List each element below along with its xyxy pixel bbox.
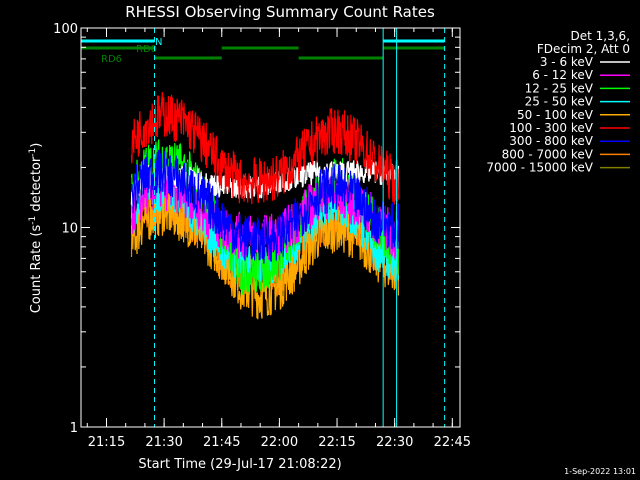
x-axis-label: Start Time (29-Jul-17 21:08:22) [138, 457, 341, 472]
series-line-5 [130, 92, 399, 205]
axis-ticks: 1 10 100 21:15 21:30 21:45 22:00 22:15 22:30 22:4… [53, 22, 471, 450]
x-tick-label-4: 22:15 [318, 435, 355, 450]
chart-title: RHESSI Observing Summary Count Rates [125, 3, 435, 21]
y-tick-label-0: 1 [70, 421, 78, 436]
legend-label-2: 12 - 25 keV [525, 81, 594, 95]
legend-label-1: 6 - 12 keV [532, 68, 594, 82]
x-tick-label-0: 21:15 [88, 435, 125, 450]
x-tick-label-5: 22:30 [376, 435, 413, 450]
data-curves [130, 92, 400, 320]
x-tick-label-3: 22:00 [261, 435, 298, 450]
legend-label-5: 100 - 300 keV [509, 121, 593, 135]
legend-label-8: 7000 - 15000 keV [486, 161, 593, 175]
legend-label-0: 3 - 6 keV [540, 55, 594, 69]
series-line-6 [130, 149, 399, 264]
footer-timestamp: 1-Sep-2022 13:01 [564, 467, 636, 476]
y-tick-label-1: 10 [61, 222, 78, 237]
legend-label-7: 800 - 7000 keV [502, 147, 594, 161]
annotation-n: N [155, 37, 162, 48]
x-tick-label-1: 21:30 [145, 435, 182, 450]
x-tick-label-6: 22:45 [434, 435, 471, 450]
legend-label-3: 25 - 50 keV [525, 95, 594, 109]
legend-header-line-1: Det 1,3,6, [571, 29, 631, 43]
legend-label-4: 50 - 100 keV [517, 108, 594, 122]
y-axis-label: Count Rate (s-1 detector-1) [28, 143, 44, 314]
legend-label-6: 300 - 800 keV [509, 134, 593, 148]
annotation-rd0: RD0 [136, 44, 157, 55]
annotation-rd6: RD6 [101, 54, 122, 65]
legend-header-line-2: FDecim 2, Att 0 [537, 42, 630, 56]
y-tick-label-2: 100 [53, 22, 78, 37]
x-tick-label-2: 21:45 [203, 435, 240, 450]
